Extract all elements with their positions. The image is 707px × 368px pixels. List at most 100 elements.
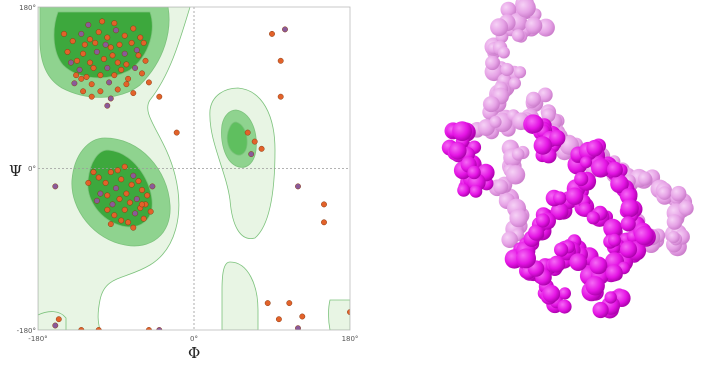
residue-point xyxy=(107,44,114,51)
residue-point xyxy=(73,72,80,79)
residue-point xyxy=(128,181,135,188)
residue-point xyxy=(104,65,111,71)
residue-point xyxy=(147,208,154,215)
residue-point xyxy=(139,187,145,193)
generous-region-bottom-left xyxy=(38,311,67,330)
light-atom xyxy=(511,148,525,161)
residue-point xyxy=(95,29,102,36)
residue-point xyxy=(277,93,284,100)
residue-point xyxy=(248,151,255,158)
dark-atom xyxy=(535,213,550,228)
residue-point xyxy=(102,179,109,186)
residue-point xyxy=(107,95,114,102)
residue-point xyxy=(55,316,62,323)
residue-point xyxy=(123,190,130,197)
light-atom xyxy=(509,208,528,228)
residue-point xyxy=(90,65,97,71)
dark-atom xyxy=(452,121,472,141)
protein-model-svg xyxy=(441,0,694,319)
residue-point xyxy=(258,145,265,152)
dark-atom xyxy=(592,301,609,319)
y-axis-label: Ψ xyxy=(9,162,22,180)
dark-atom xyxy=(610,174,629,194)
residue-point xyxy=(69,38,76,45)
residue-point xyxy=(80,50,87,57)
dark-atom xyxy=(516,248,536,269)
residue-point xyxy=(109,52,116,59)
residue-point xyxy=(114,86,121,93)
residue-point xyxy=(144,192,151,199)
light-atom xyxy=(667,231,680,244)
light-atom xyxy=(670,185,687,202)
residue-point xyxy=(118,176,125,183)
x-axis-label: Φ xyxy=(188,344,200,362)
residue-point xyxy=(286,300,293,307)
dark-atom xyxy=(565,187,584,206)
light-atom xyxy=(525,17,543,35)
dark-atom xyxy=(542,284,561,303)
dark-atom xyxy=(554,242,569,257)
light-atom xyxy=(516,0,536,18)
light-atom xyxy=(500,1,517,18)
favored-region-left-alpha xyxy=(226,121,248,156)
light-atom xyxy=(678,200,694,216)
dark-atom xyxy=(550,202,569,221)
light-atom xyxy=(497,46,510,59)
dark-atom xyxy=(589,256,608,275)
dark-atom xyxy=(558,287,571,300)
generous-region-right xyxy=(328,299,350,330)
light-atom xyxy=(505,165,526,185)
residue-point xyxy=(67,59,74,66)
tick-labels: -180° 0° 180° -180° 0° 180° xyxy=(17,4,359,343)
residue-point xyxy=(111,72,118,79)
residue-point xyxy=(83,74,90,80)
residue-point xyxy=(97,72,104,79)
favored-region-alpha xyxy=(87,149,153,228)
dark-chain-atoms xyxy=(441,114,656,319)
light-atom xyxy=(537,87,553,103)
residue-point xyxy=(109,201,116,208)
residue-point xyxy=(87,59,93,66)
residue-point xyxy=(71,80,78,87)
residue-point xyxy=(95,174,102,181)
residue-point xyxy=(87,36,93,43)
residue-point xyxy=(78,30,85,37)
residue-point xyxy=(90,169,97,176)
residue-point xyxy=(85,179,92,186)
residue-point xyxy=(295,325,301,330)
residue-point xyxy=(99,18,106,25)
dark-atom xyxy=(557,299,572,314)
ramachandran-plot: -180° 0° 180° -180° 0° 180° Ψ Φ xyxy=(9,4,359,362)
light-atom xyxy=(526,91,541,107)
residue-point xyxy=(140,215,147,222)
residue-point xyxy=(121,163,128,170)
dark-atom xyxy=(467,165,481,180)
residue-point xyxy=(92,39,99,46)
residue-point xyxy=(264,300,271,307)
dark-atom xyxy=(549,129,566,147)
residue-points xyxy=(52,18,350,330)
light-atom xyxy=(666,214,683,230)
residue-point xyxy=(121,32,128,39)
residue-point xyxy=(299,313,306,320)
residue-point xyxy=(52,183,59,190)
light-atom xyxy=(638,171,652,186)
x-tick-label: 0° xyxy=(190,335,198,343)
dark-atom xyxy=(604,291,617,304)
dark-atom xyxy=(553,191,567,205)
light-atom xyxy=(484,96,500,112)
y-tick-label: -180° xyxy=(17,327,36,335)
dark-atom xyxy=(620,198,639,218)
residue-point xyxy=(113,185,119,192)
residue-point xyxy=(116,196,123,202)
y-tick-label: 0° xyxy=(28,165,36,173)
residue-point xyxy=(106,79,113,86)
residue-point xyxy=(74,57,80,64)
dark-atom xyxy=(586,211,600,225)
residue-point xyxy=(173,129,180,136)
residue-point xyxy=(104,102,111,109)
residue-point xyxy=(125,75,132,82)
residue-point xyxy=(111,212,118,219)
residue-point xyxy=(121,50,128,57)
residue-point xyxy=(251,138,258,145)
